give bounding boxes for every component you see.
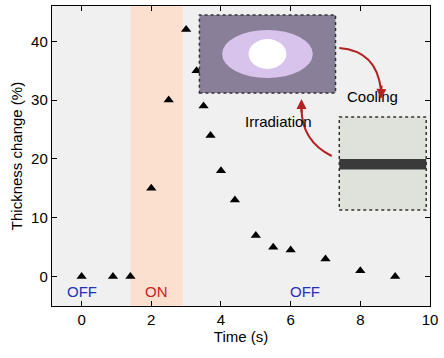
svg-text:Thickness change (%): Thickness change (%) [8, 82, 25, 230]
svg-text:Irradiation: Irradiation [245, 113, 312, 130]
svg-text:ON: ON [145, 283, 168, 300]
svg-text:40: 40 [31, 33, 48, 50]
svg-text:4: 4 [217, 311, 225, 328]
svg-text:20: 20 [31, 150, 48, 167]
svg-text:OFF: OFF [290, 283, 320, 300]
svg-text:8: 8 [356, 311, 364, 328]
svg-text:0: 0 [39, 268, 47, 285]
svg-text:0: 0 [77, 311, 85, 328]
svg-text:OFF: OFF [67, 283, 97, 300]
svg-text:30: 30 [31, 91, 48, 108]
svg-text:2: 2 [147, 311, 155, 328]
svg-text:6: 6 [286, 311, 294, 328]
svg-text:Cooling: Cooling [347, 88, 398, 105]
svg-text:Time (s): Time (s) [214, 328, 268, 345]
svg-text:10: 10 [422, 311, 439, 328]
svg-text:10: 10 [31, 209, 48, 226]
